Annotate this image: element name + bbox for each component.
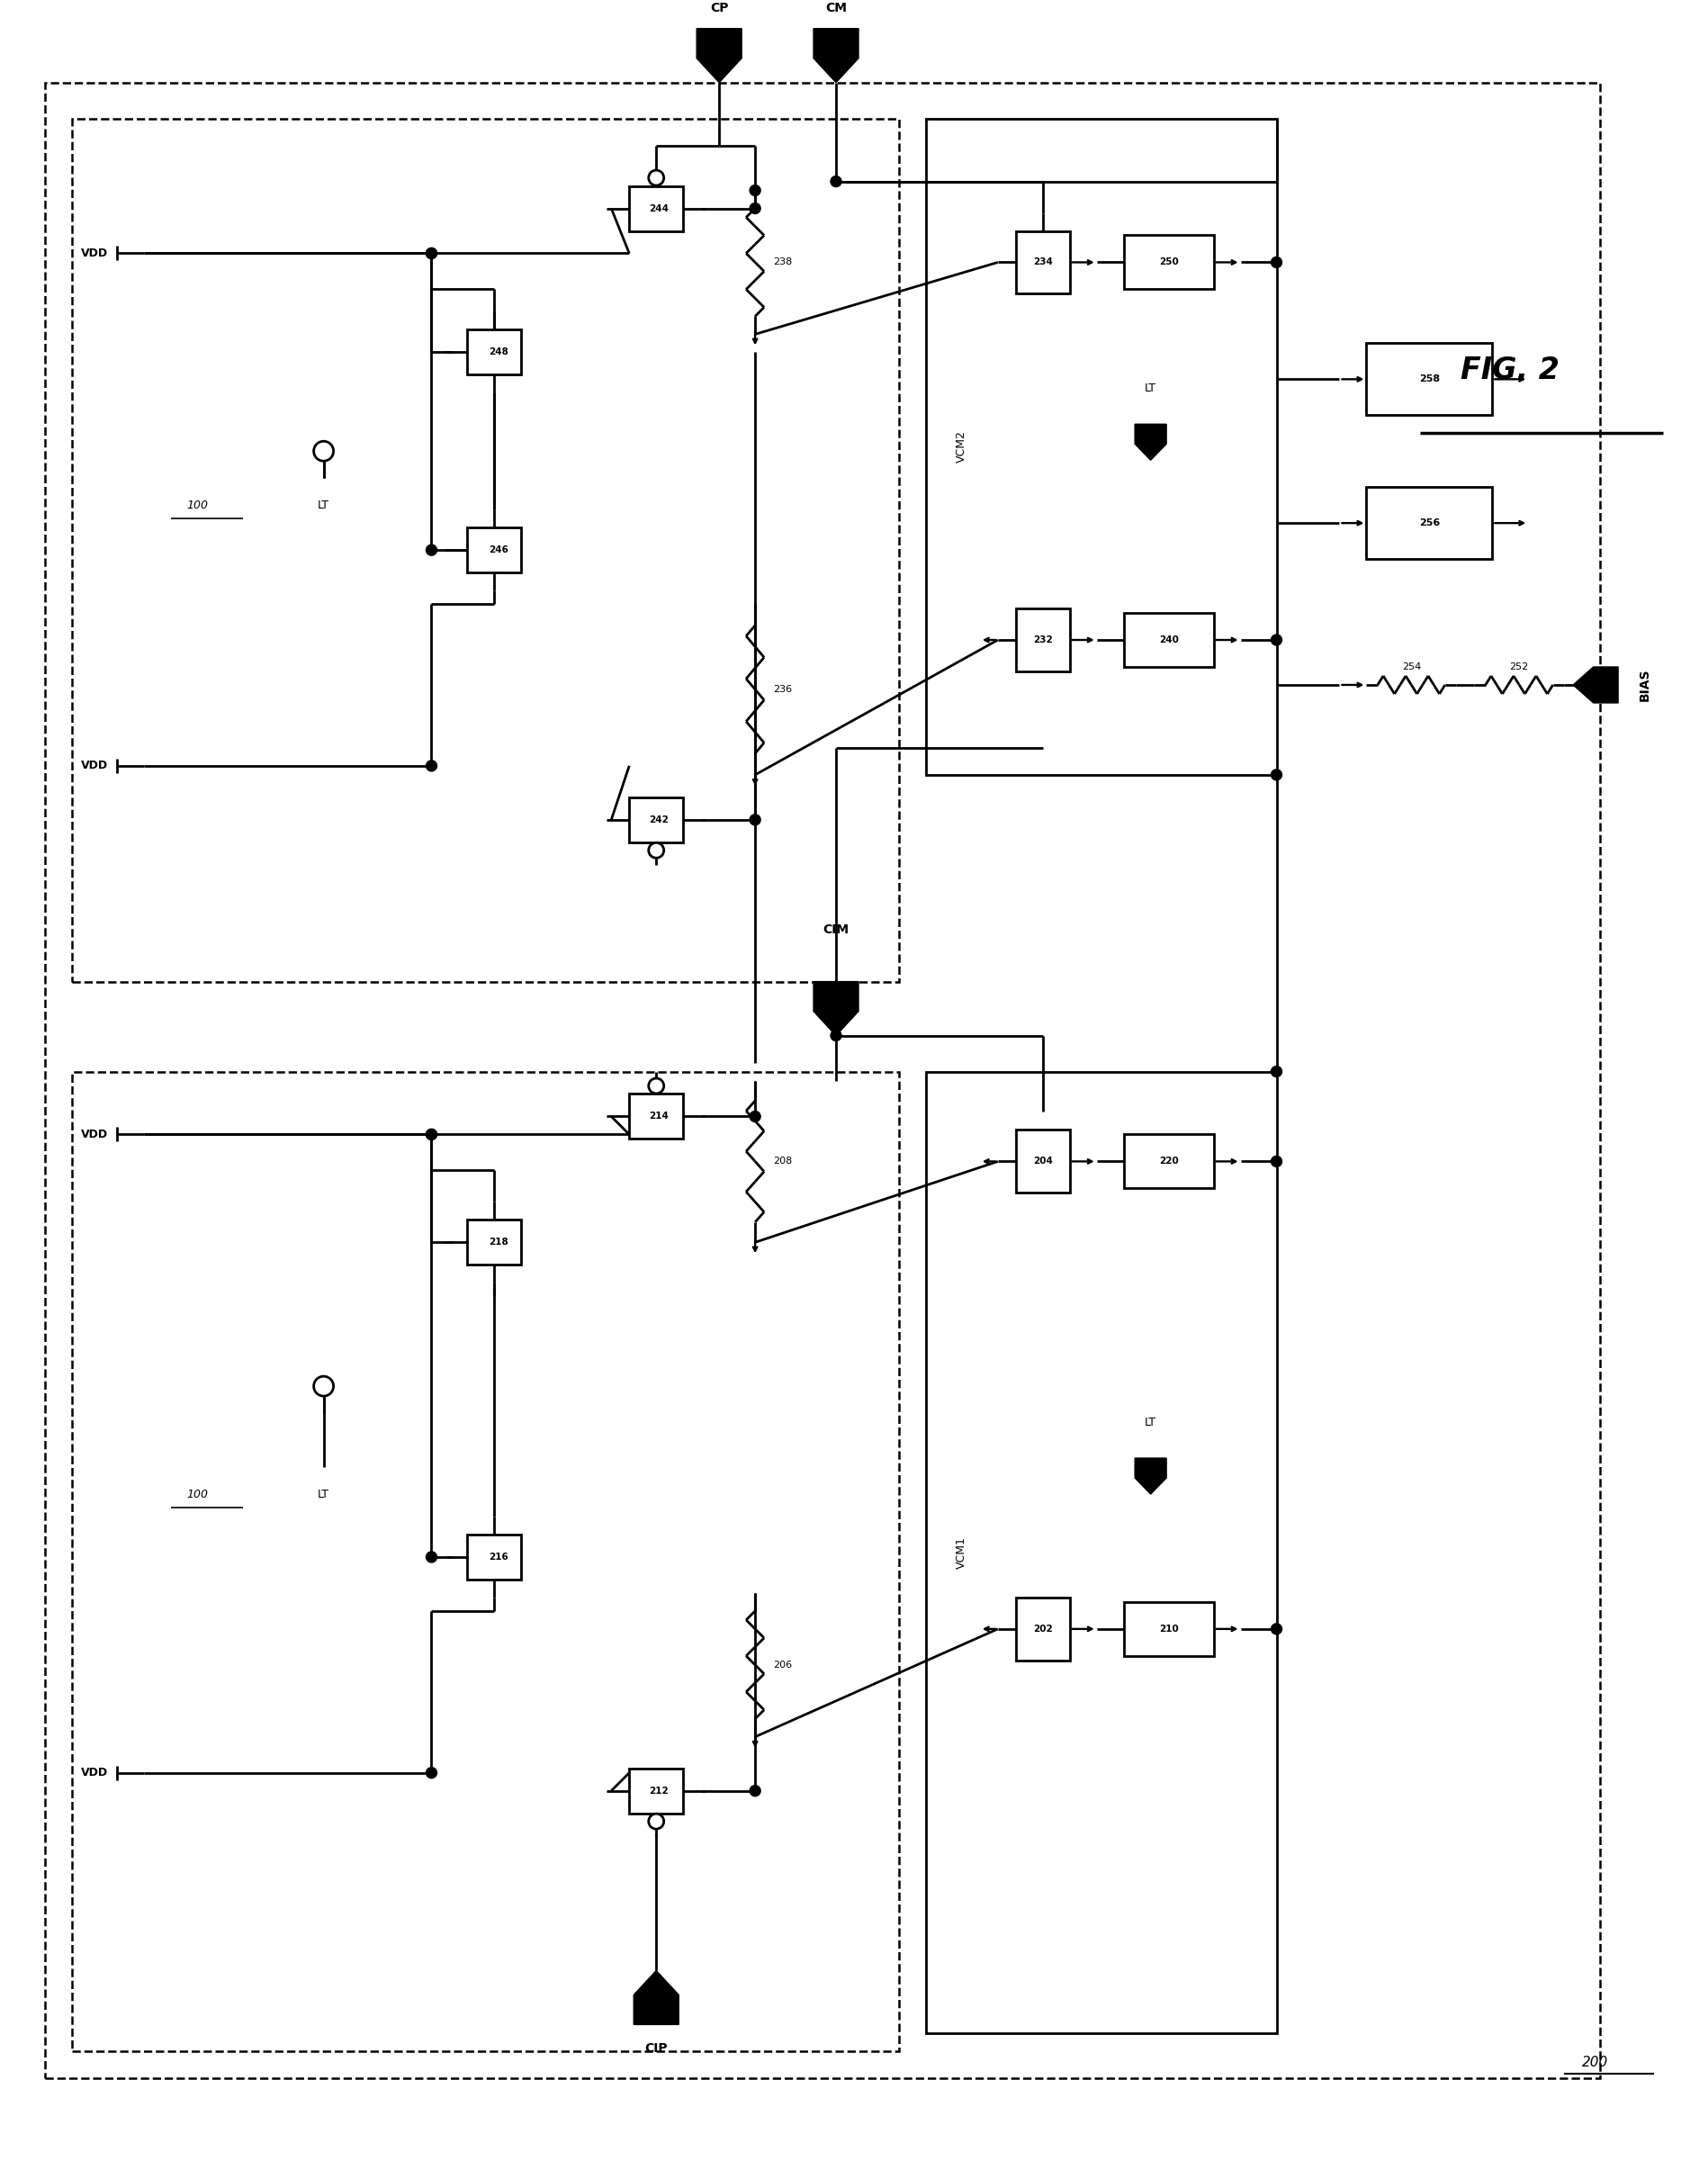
Bar bbox=[629, 796, 683, 842]
Text: FIG. 2: FIG. 2 bbox=[1460, 356, 1559, 384]
Text: 200: 200 bbox=[1582, 2055, 1609, 2070]
Text: 214: 214 bbox=[649, 1111, 670, 1122]
Polygon shape bbox=[634, 1970, 678, 2025]
Circle shape bbox=[1271, 770, 1283, 781]
Text: 250: 250 bbox=[1158, 258, 1179, 267]
Text: VCM2: VCM2 bbox=[956, 430, 968, 462]
Bar bbox=[1124, 234, 1214, 289]
Bar bbox=[468, 330, 521, 375]
Bar bbox=[468, 527, 521, 573]
Text: 212: 212 bbox=[649, 1786, 670, 1795]
Text: VCM1: VCM1 bbox=[956, 1536, 968, 1569]
Bar bbox=[1124, 1601, 1214, 1656]
Circle shape bbox=[1271, 1157, 1283, 1167]
Text: 232: 232 bbox=[1033, 636, 1052, 644]
Text: CM: CM bbox=[825, 2, 847, 15]
Circle shape bbox=[425, 760, 437, 770]
Bar bbox=[1124, 1135, 1214, 1189]
Circle shape bbox=[750, 1111, 760, 1122]
Text: VDD: VDD bbox=[80, 247, 108, 258]
Circle shape bbox=[750, 184, 760, 195]
Text: 258: 258 bbox=[1419, 375, 1440, 384]
Circle shape bbox=[425, 1766, 437, 1777]
Text: 216: 216 bbox=[488, 1552, 509, 1562]
Text: 242: 242 bbox=[649, 816, 670, 825]
Text: 202: 202 bbox=[1033, 1625, 1052, 1634]
Text: LT: LT bbox=[318, 499, 330, 510]
Text: 254: 254 bbox=[1402, 662, 1421, 671]
Bar bbox=[1016, 1597, 1069, 1660]
Polygon shape bbox=[1573, 666, 1617, 703]
Bar bbox=[926, 119, 1276, 775]
Circle shape bbox=[314, 441, 333, 460]
Circle shape bbox=[1271, 1623, 1283, 1634]
Bar bbox=[1016, 230, 1069, 293]
Text: 100: 100 bbox=[186, 1489, 208, 1499]
Bar bbox=[1124, 612, 1214, 666]
Text: 236: 236 bbox=[774, 686, 793, 694]
Circle shape bbox=[750, 204, 760, 215]
Circle shape bbox=[649, 842, 664, 857]
Circle shape bbox=[425, 1128, 437, 1139]
Circle shape bbox=[649, 1814, 664, 1829]
Text: 210: 210 bbox=[1158, 1625, 1179, 1634]
Text: 256: 256 bbox=[1419, 519, 1440, 527]
Polygon shape bbox=[697, 28, 741, 82]
Bar bbox=[1366, 486, 1493, 560]
Text: 100: 100 bbox=[186, 499, 208, 510]
Circle shape bbox=[830, 176, 842, 187]
Text: 208: 208 bbox=[774, 1157, 793, 1165]
Text: 244: 244 bbox=[649, 204, 670, 213]
Text: CIM: CIM bbox=[823, 922, 849, 935]
Text: 220: 220 bbox=[1158, 1157, 1179, 1165]
Circle shape bbox=[425, 247, 437, 258]
Circle shape bbox=[1271, 634, 1283, 644]
Circle shape bbox=[750, 1786, 760, 1797]
Text: LT: LT bbox=[1144, 1417, 1156, 1428]
Circle shape bbox=[750, 814, 760, 825]
Bar bbox=[468, 1220, 521, 1265]
Text: 246: 246 bbox=[488, 545, 509, 556]
Text: CIP: CIP bbox=[644, 2042, 668, 2055]
Text: 252: 252 bbox=[1510, 662, 1529, 671]
Bar bbox=[72, 1072, 898, 2051]
Bar bbox=[468, 1534, 521, 1580]
Circle shape bbox=[1271, 256, 1283, 267]
Text: 238: 238 bbox=[774, 258, 793, 267]
Bar bbox=[72, 119, 898, 981]
Text: CP: CP bbox=[711, 2, 728, 15]
Circle shape bbox=[425, 1552, 437, 1562]
Text: 240: 240 bbox=[1158, 636, 1179, 644]
Bar bbox=[629, 1094, 683, 1139]
Circle shape bbox=[425, 545, 437, 556]
Bar bbox=[1016, 1131, 1069, 1194]
Circle shape bbox=[649, 1078, 664, 1094]
Bar bbox=[1016, 608, 1069, 671]
Text: 206: 206 bbox=[774, 1660, 793, 1669]
Polygon shape bbox=[1134, 423, 1167, 460]
Text: 218: 218 bbox=[488, 1237, 509, 1248]
Text: VDD: VDD bbox=[80, 1766, 108, 1779]
Polygon shape bbox=[813, 28, 859, 82]
Bar bbox=[1366, 343, 1493, 414]
Circle shape bbox=[649, 169, 664, 184]
Text: BIAS: BIAS bbox=[1638, 668, 1652, 701]
Circle shape bbox=[425, 1128, 437, 1139]
Circle shape bbox=[314, 1376, 333, 1395]
Bar bbox=[629, 187, 683, 230]
Text: LT: LT bbox=[1144, 382, 1156, 395]
Text: 204: 204 bbox=[1033, 1157, 1052, 1165]
Bar bbox=[926, 1072, 1276, 2033]
Text: VDD: VDD bbox=[80, 760, 108, 773]
Text: LT: LT bbox=[318, 1489, 330, 1499]
Bar bbox=[629, 1769, 683, 1814]
Text: VDD: VDD bbox=[80, 1128, 108, 1139]
Circle shape bbox=[830, 1031, 842, 1042]
Text: 248: 248 bbox=[488, 347, 509, 356]
Polygon shape bbox=[813, 981, 859, 1035]
Polygon shape bbox=[1134, 1458, 1167, 1495]
Circle shape bbox=[425, 247, 437, 258]
Circle shape bbox=[1271, 1065, 1283, 1076]
Text: 234: 234 bbox=[1033, 258, 1052, 267]
